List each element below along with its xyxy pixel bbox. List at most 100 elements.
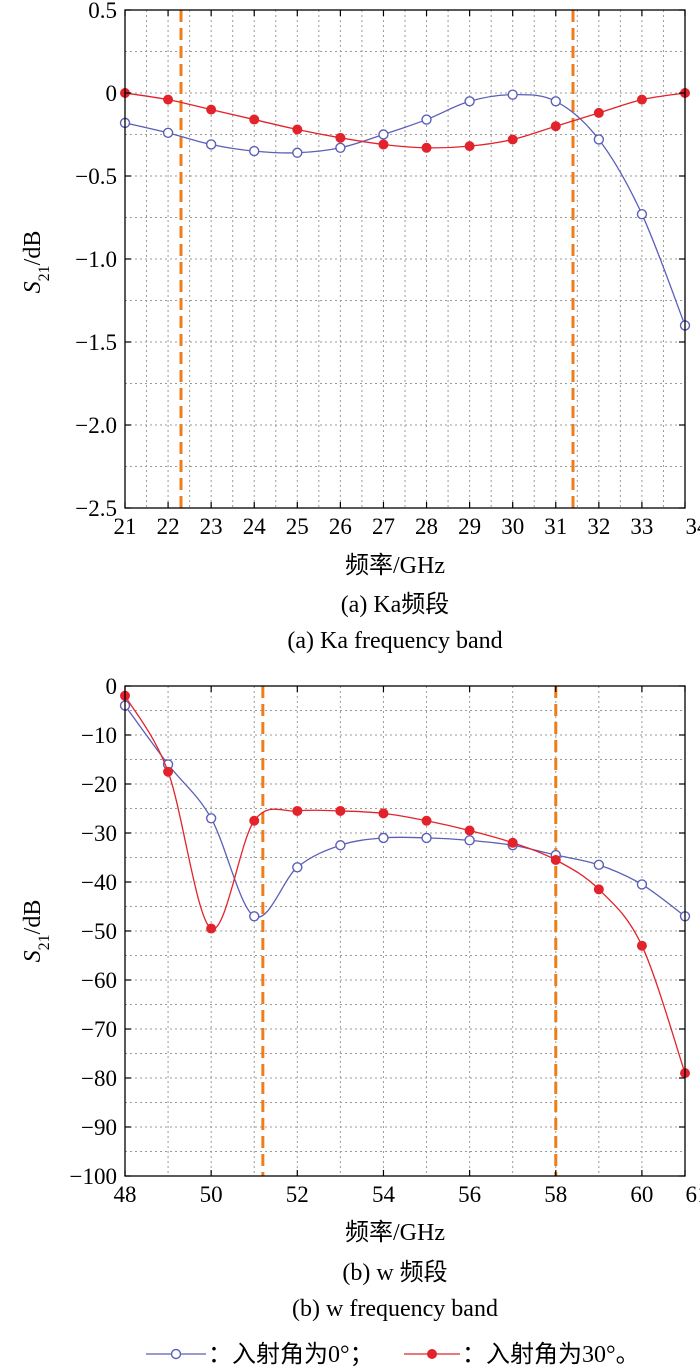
- x-tick-label-a-4: 25: [286, 514, 309, 539]
- data-point-b-1-6: [378, 808, 389, 819]
- data-point-a-1-12: [636, 94, 647, 105]
- x-tick-label-b-6: 60: [630, 1182, 653, 1207]
- caption-en-b: (b) w frequency band: [292, 1296, 498, 1322]
- data-point-b-1-5: [335, 805, 346, 816]
- y-tick-label-b-9: −90: [81, 1115, 117, 1140]
- data-point-a-1-4: [292, 124, 303, 135]
- x-axis-label-a: 频率/GHz: [345, 552, 445, 579]
- caption-cn-a: (a) Ka频段: [341, 591, 450, 618]
- x-tick-label-b-5: 58: [544, 1182, 567, 1207]
- grid-a: [125, 10, 685, 508]
- series-group-a: [119, 88, 691, 331]
- y-tick-label-b-2: −20: [81, 772, 117, 797]
- y-tick-label-b-0: 0: [106, 674, 118, 699]
- legend-item-0deg: ：入射角为0°；: [146, 1341, 374, 1368]
- y-tick-labels-a: 0.5 0 −0.5 −1.0 −1.5 −2.0 −2.5: [75, 0, 117, 521]
- x-tick-labels-b: 48 50 52 54 56 58 60 61: [114, 1182, 700, 1207]
- y-tick-label-b-4: −40: [81, 870, 117, 895]
- data-point-a-0-5: [335, 142, 346, 153]
- data-point-a-0-7: [421, 114, 432, 125]
- data-point-a-0-8: [464, 96, 475, 107]
- legend-item-30deg: ：入射角为30°。: [404, 1341, 640, 1368]
- y-tick-label-a-2: −0.5: [75, 164, 117, 189]
- x-tick-label-a-8: 29: [458, 514, 481, 539]
- series-line-b-1: [124, 695, 686, 1074]
- data-point-b-0-12: [636, 879, 648, 890]
- y-tick-label-a-1: 0: [106, 81, 118, 106]
- legend-label-30deg: ：入射角为30°。: [462, 1341, 640, 1368]
- data-point-a-1-1: [163, 94, 174, 105]
- x-tick-label-a-12: 33: [630, 514, 653, 539]
- y-tick-label-b-5: −50: [81, 919, 117, 944]
- caption-cn-b: (b) w 频段: [342, 1259, 447, 1286]
- x-tick-label-a-7: 28: [415, 514, 438, 539]
- data-point-a-0-4: [292, 147, 303, 158]
- data-point-b-1-9: [507, 837, 518, 848]
- x-tick-label-a-0: 21: [114, 514, 137, 539]
- data-point-a-0-9: [507, 89, 518, 100]
- data-point-b-0-7: [421, 832, 432, 844]
- data-point-b-0-4: [292, 862, 303, 873]
- legend-label-0deg: ：入射角为0°；: [208, 1341, 374, 1368]
- x-tick-label-a-1: 22: [157, 514, 180, 539]
- y-tick-label-b-8: −80: [81, 1066, 117, 1091]
- series-line-a-0: [124, 93, 686, 326]
- y-tick-label-b-7: −70: [81, 1017, 117, 1042]
- data-point-a-0-2: [205, 139, 217, 150]
- data-point-a-1-6: [378, 139, 389, 150]
- ticks-a: [124, 9, 686, 509]
- y-axis-label-a: S21/dB: [20, 231, 53, 294]
- data-point-b-1-2: [206, 923, 217, 934]
- x-tick-label-a-2: 23: [200, 514, 223, 539]
- chart-ka-band: 21 22 23 24 25 26 27 28 29 30 31 32 33 34 0.5 0 −0.5 −1.…: [20, 0, 700, 654]
- y-tick-label-a-3: −1.0: [75, 247, 117, 272]
- data-point-b-0-3: [249, 911, 260, 922]
- data-point-b-0-6: [378, 832, 389, 844]
- data-point-a-1-7: [421, 142, 432, 153]
- data-point-a-0-12: [636, 208, 648, 220]
- data-point-b-1-4: [292, 805, 303, 816]
- data-point-b-1-7: [421, 815, 432, 826]
- data-point-b-1-1: [163, 766, 174, 777]
- series-group-b: [119, 690, 691, 1079]
- data-point-a-1-2: [206, 104, 217, 115]
- data-point-b-1-8: [464, 825, 475, 836]
- data-point-b-0-2: [205, 813, 217, 824]
- data-point-a-1-9: [507, 134, 518, 145]
- y-tick-label-b-1: −10: [81, 723, 117, 748]
- x-tick-label-a-3: 24: [243, 514, 267, 539]
- x-tick-label-a-9: 30: [501, 514, 524, 539]
- y-tick-label-a-5: −2.0: [75, 413, 117, 438]
- x-tick-label-a-5: 26: [329, 514, 352, 539]
- x-tick-label-b-1: 50: [200, 1182, 223, 1207]
- data-point-b-1-3: [249, 815, 260, 826]
- y-tick-label-b-6: −60: [81, 968, 117, 993]
- x-tick-labels-a: 21 22 23 24 25 26 27 28 29 30 31 32 33 34: [114, 514, 700, 539]
- data-point-a-0-6: [378, 129, 389, 140]
- data-point-a-1-10: [550, 121, 561, 132]
- x-tick-label-b-2: 52: [286, 1182, 309, 1207]
- y-tick-label-b-3: −30: [81, 821, 117, 846]
- x-tick-label-b-4: 56: [458, 1182, 481, 1207]
- band-markers-a: [179, 10, 575, 508]
- y-tick-label-a-0: 0.5: [88, 0, 117, 23]
- x-tick-label-a-6: 27: [372, 514, 395, 539]
- data-point-a-0-10: [550, 96, 561, 107]
- data-point-b-1-11: [593, 884, 604, 895]
- chart-w-band: 48 50 52 54 56 58 60 61 0 −10 −20 −30 −40 −50 −60 −70 −…: [20, 674, 700, 1322]
- y-tick-label-b-10: −100: [70, 1164, 117, 1189]
- x-tick-label-b-3: 54: [372, 1182, 396, 1207]
- x-tick-label-b-0: 48: [114, 1182, 137, 1207]
- y-tick-label-a-6: −2.5: [75, 496, 117, 521]
- x-tick-label-b-7: 61: [686, 1182, 700, 1207]
- y-tick-label-a-4: −1.5: [75, 330, 117, 355]
- data-point-a-1-3: [249, 114, 260, 125]
- legend: ：入射角为0°； ：入射角为30°。: [146, 1341, 640, 1368]
- y-tick-labels-b: 0 −10 −20 −30 −40 −50 −60 −70 −80 −90 −100: [70, 674, 117, 1189]
- band-markers-b: [261, 686, 558, 1176]
- data-point-b-1-10: [550, 854, 561, 865]
- y-axis-label-b: S21/dB: [20, 900, 53, 963]
- ticks-b: [124, 685, 686, 1177]
- data-point-b-0-8: [464, 835, 475, 846]
